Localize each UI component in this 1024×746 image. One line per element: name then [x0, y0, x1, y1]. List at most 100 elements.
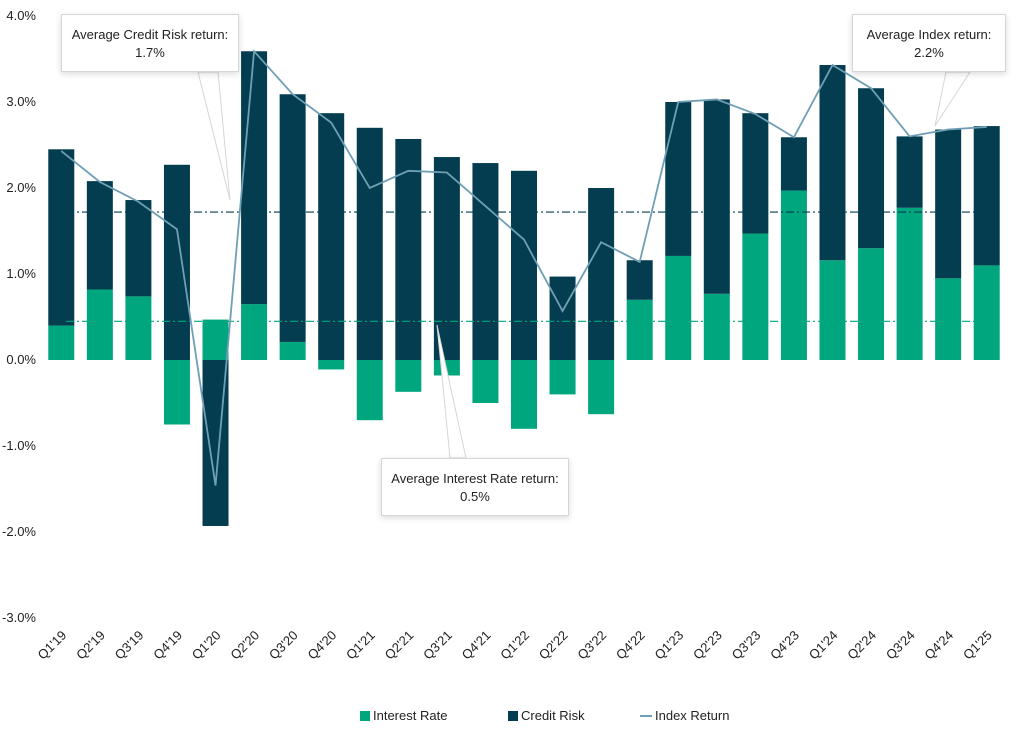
credit-risk-bar	[318, 113, 345, 361]
credit-risk-bar	[241, 51, 268, 305]
credit-risk-callout-line2: 1.7%	[135, 45, 165, 60]
y-tick-label: 0.0%	[6, 352, 36, 367]
legend-swatch-credit-risk	[508, 710, 518, 721]
interest-rate-bar	[202, 319, 229, 360]
interest-rate-bar	[549, 360, 576, 395]
legend-swatch-interest-rate	[360, 710, 370, 721]
credit-risk-bar	[935, 129, 962, 279]
x-tick-label: Q4'22	[613, 628, 648, 663]
credit-risk-bar	[858, 88, 885, 249]
x-tick-label: Q4'24	[921, 628, 956, 663]
y-tick-label: 2.0%	[6, 180, 36, 195]
credit-risk-bar	[48, 149, 75, 326]
x-tick-label: Q3'23	[729, 628, 764, 663]
x-tick-label: Q1'20	[189, 628, 224, 663]
credit-risk-bar	[511, 170, 537, 360]
x-tick-label: Q2'24	[844, 628, 879, 663]
interest-rate-bar	[858, 248, 885, 360]
legend-label-index-return: Index Return	[655, 708, 730, 723]
interest-rate-bar	[48, 325, 75, 360]
interest-rate-callout: Average Interest Rate return: 0.5%	[381, 458, 569, 516]
interest-rate-bar	[588, 360, 615, 415]
x-tick-label: Q1'22	[497, 628, 532, 663]
interest-rate-bar	[742, 233, 769, 360]
x-tick-label: Q3'19	[112, 628, 147, 663]
interest-rate-bar	[819, 260, 846, 360]
credit-risk-bar	[973, 126, 1000, 266]
x-tick-label: Q3'22	[574, 628, 609, 663]
index-callout: Average Index return: 2.2%	[852, 14, 1006, 72]
x-tick-label: Q4'23	[767, 628, 802, 663]
interest-rate-bar	[241, 304, 268, 360]
credit-risk-bar	[549, 276, 576, 360]
interest-rate-bar	[935, 278, 962, 360]
interest-rate-bar	[511, 360, 537, 429]
credit-risk-bar	[780, 137, 807, 191]
y-tick-label: 3.0%	[6, 94, 36, 109]
credit-risk-bar	[125, 200, 152, 297]
x-tick-label: Q2'19	[73, 628, 108, 663]
interest-rate-bar	[125, 296, 152, 360]
credit-risk-callout: Average Credit Risk return: 1.7%	[61, 14, 239, 72]
x-tick-label: Q2'22	[536, 628, 571, 663]
interest-rate-bar	[395, 360, 422, 392]
x-tick-label: Q2'23	[690, 628, 725, 663]
credit-risk-bar	[472, 163, 499, 360]
credit-risk-bar	[163, 164, 190, 360]
legend-swatch-index-return	[640, 714, 652, 717]
interest-rate-bar	[780, 190, 807, 360]
credit-risk-bar	[742, 113, 769, 234]
y-tick-label: -1.0%	[2, 438, 36, 453]
x-tick-label: Q4'21	[459, 628, 494, 663]
credit-risk-bar	[703, 99, 730, 294]
legend-item-credit-risk: Credit Risk	[508, 708, 585, 723]
index-callout-line2: 2.2%	[914, 45, 944, 60]
x-tick-label: Q4'19	[150, 628, 185, 663]
index-callout-line1: Average Index return:	[866, 27, 992, 42]
index-return-line	[60, 49, 987, 486]
interest-rate-callout-line1: Average Interest Rate return:	[391, 471, 559, 486]
x-tick-label: Q3'21	[420, 628, 455, 663]
credit-risk-bar	[433, 157, 460, 360]
interest-rate-bar	[472, 360, 499, 403]
credit-risk-bar	[819, 65, 846, 261]
y-tick-label: 4.0%	[6, 8, 36, 23]
interest-rate-bar	[279, 341, 306, 360]
x-tick-label: Q2'20	[227, 628, 262, 663]
legend-label-credit-risk: Credit Risk	[521, 708, 585, 723]
x-tick-label: Q1'24	[806, 628, 841, 663]
chart-legend: Interest Rate Credit Risk Index Return	[0, 708, 1024, 728]
x-tick-label: Q1'25	[960, 628, 995, 663]
legend-item-interest-rate: Interest Rate	[360, 708, 447, 723]
interest-rate-bar	[163, 360, 190, 425]
y-tick-label: -3.0%	[2, 610, 36, 625]
credit-risk-bar	[356, 127, 383, 360]
credit-risk-bar	[279, 94, 306, 342]
interest-rate-bar	[703, 293, 730, 360]
x-tick-label: Q3'20	[266, 628, 301, 663]
legend-item-index-return: Index Return	[640, 708, 729, 723]
credit-risk-bar	[588, 188, 615, 360]
interest-rate-bar	[318, 360, 345, 370]
y-tick-label: 1.0%	[6, 266, 36, 281]
credit-risk-bar	[626, 260, 653, 300]
x-tick-label: Q2'21	[382, 628, 417, 663]
x-tick-label: Q1'19	[35, 628, 70, 663]
index-callout-pointer	[934, 71, 971, 127]
credit-risk-callout-line1: Average Credit Risk return:	[71, 27, 229, 42]
interest-rate-bar	[973, 265, 1000, 360]
x-tick-label: Q3'24	[883, 628, 918, 663]
y-tick-label: -2.0%	[2, 524, 36, 539]
interest-rate-bar	[356, 360, 383, 421]
credit-risk-bar	[896, 136, 923, 208]
x-tick-label: Q1'21	[343, 628, 378, 663]
interest-rate-bar	[626, 299, 653, 360]
legend-label-interest-rate: Interest Rate	[373, 708, 448, 723]
credit-risk-bar	[395, 138, 422, 360]
credit-risk-bar	[86, 181, 113, 290]
interest-rate-bar	[665, 255, 692, 360]
credit-risk-callout-pointer	[197, 71, 231, 201]
credit-risk-bar	[665, 102, 692, 256]
